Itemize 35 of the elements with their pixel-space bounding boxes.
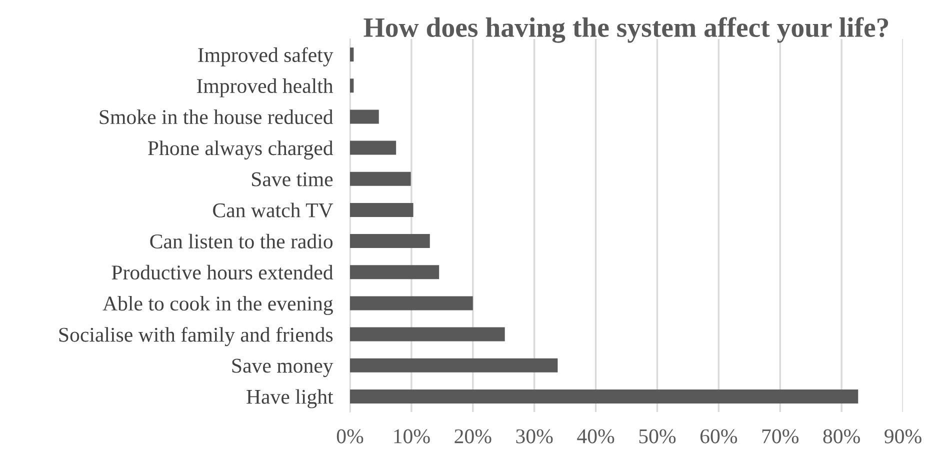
x-tick-label: 80%	[823, 429, 860, 444]
x-tick-label: 30%	[516, 429, 553, 444]
bar	[350, 234, 430, 248]
x-tick-label: 10%	[394, 429, 430, 444]
bar	[350, 78, 354, 93]
y-tick-label: Smoke in the house reduced	[100, 109, 334, 124]
bar	[350, 48, 354, 62]
bar	[350, 140, 396, 155]
bar	[350, 296, 473, 310]
y-tick-label: Improved health	[196, 78, 334, 98]
x-tick-label: 20%	[454, 429, 492, 444]
y-tick-label: Socialise with family and friends	[59, 326, 333, 346]
x-tick-label: 50%	[639, 429, 676, 444]
y-tick-label: Have light	[246, 389, 334, 408]
y-tick-label: Phone always charged	[148, 140, 334, 160]
y-tick-label: Productive hours extended	[112, 264, 334, 280]
bar	[350, 389, 858, 404]
bar	[350, 265, 440, 280]
bar	[350, 358, 558, 372]
x-tick-label: 60%	[700, 429, 738, 444]
bar	[350, 110, 379, 124]
bar	[350, 172, 411, 186]
y-tick-label: Save money	[232, 358, 334, 378]
x-tick-label: 90%	[884, 429, 922, 444]
chart-title: How does having the system affect your life?	[364, 17, 888, 43]
x-tick-label: 0%	[336, 429, 364, 444]
y-tick-label: Save time	[252, 172, 333, 186]
y-tick-label: Able to cook in the evening	[102, 296, 333, 315]
bar	[350, 202, 414, 217]
y-tick-label: Improved safety	[198, 47, 334, 66]
x-tick-label: 70%	[762, 429, 798, 444]
y-tick-label: Can watch TV	[213, 202, 334, 218]
x-tick-label: 40%	[577, 429, 614, 444]
y-tick-label: Can listen to the radio	[150, 234, 333, 248]
bar	[350, 327, 505, 342]
